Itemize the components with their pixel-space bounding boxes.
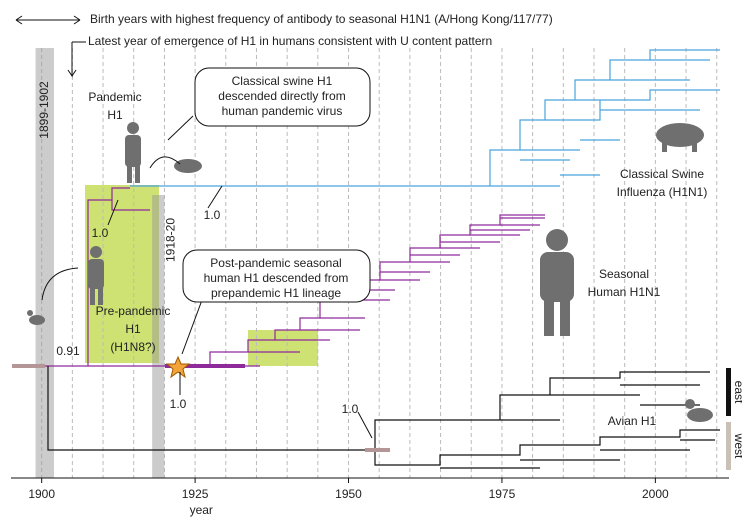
strain-label: east	[732, 381, 742, 404]
group-label: H1	[107, 108, 123, 122]
group-label: Pandemic	[88, 90, 141, 104]
callout-text: prepandemic H1 lineage	[211, 286, 341, 300]
note-arrow	[68, 42, 86, 76]
star-marker	[167, 357, 189, 377]
callout-text: human pandemic virus	[222, 104, 343, 118]
seasonal-highlight	[248, 330, 318, 366]
note-arrow	[16, 16, 80, 24]
x-tick-label: 1950	[335, 487, 362, 501]
callout-text: Classical swine H1	[232, 74, 333, 88]
group-label: Seasonal	[599, 267, 649, 281]
group-label: (H1N8?)	[110, 340, 155, 354]
east-bar	[726, 368, 731, 416]
human-silhouette	[540, 229, 574, 336]
x-tick-label: 1975	[489, 487, 516, 501]
note: Birth years with highest frequency of an…	[90, 12, 553, 26]
support-value: 1.0	[342, 402, 359, 416]
callout-text: human H1 descended from	[204, 271, 349, 285]
period-label: 1899-1902	[37, 81, 51, 139]
callout-text: descended directly from	[218, 89, 345, 103]
x-tick-label: 1900	[28, 487, 55, 501]
west-bar	[726, 422, 731, 470]
support-value: 0.91	[56, 344, 80, 358]
period-label: 1918-20	[163, 218, 177, 262]
x-tick-label: 2000	[642, 487, 669, 501]
group-label: H1	[125, 322, 141, 336]
callout-text: Post-pandemic seasonal	[210, 256, 341, 270]
group-label: Pre-pandemic	[96, 304, 171, 318]
x-axis-label: year	[190, 503, 213, 517]
group-label: Avian H1	[608, 414, 657, 428]
group-label: Human H1N1	[588, 285, 661, 299]
strain-label: west	[732, 433, 742, 459]
support-value: 1.0	[92, 226, 109, 240]
x-tick-label: 1925	[182, 487, 209, 501]
human-silhouette	[125, 122, 141, 183]
group-label: Classical Swine	[620, 167, 704, 181]
support-value: 1.0	[204, 208, 221, 222]
support-value: 1.0	[170, 397, 187, 411]
note: Latest year of emergence of H1 in humans…	[88, 34, 492, 48]
group-label: Influenza (H1N1)	[617, 185, 708, 199]
figure: 1900 1925 1950 1975 2000 year 1899-1902 1918-20…	[0, 0, 742, 519]
